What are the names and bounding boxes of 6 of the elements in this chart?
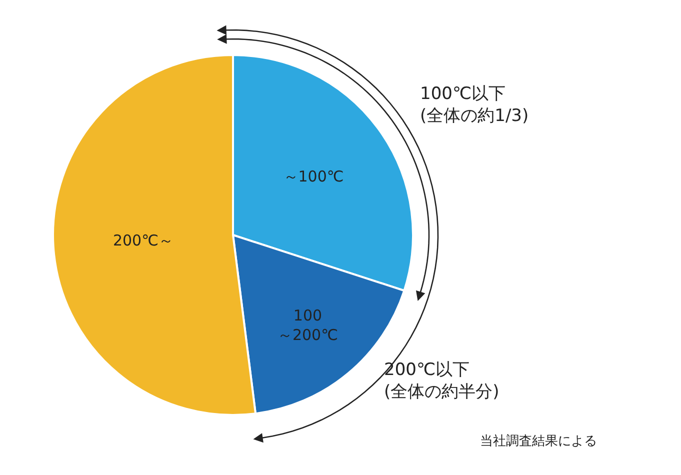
slice-label: 100 ～200℃ — [277, 306, 338, 344]
slice-label: ～100℃ — [283, 168, 344, 186]
slice-label: 200℃～ — [112, 232, 174, 250]
text: 当社調査結果による — [480, 434, 597, 449]
text: 200℃以下 (全体の約半分) — [384, 360, 500, 402]
text: 100℃以下 (全体の約1/3) — [420, 84, 529, 126]
